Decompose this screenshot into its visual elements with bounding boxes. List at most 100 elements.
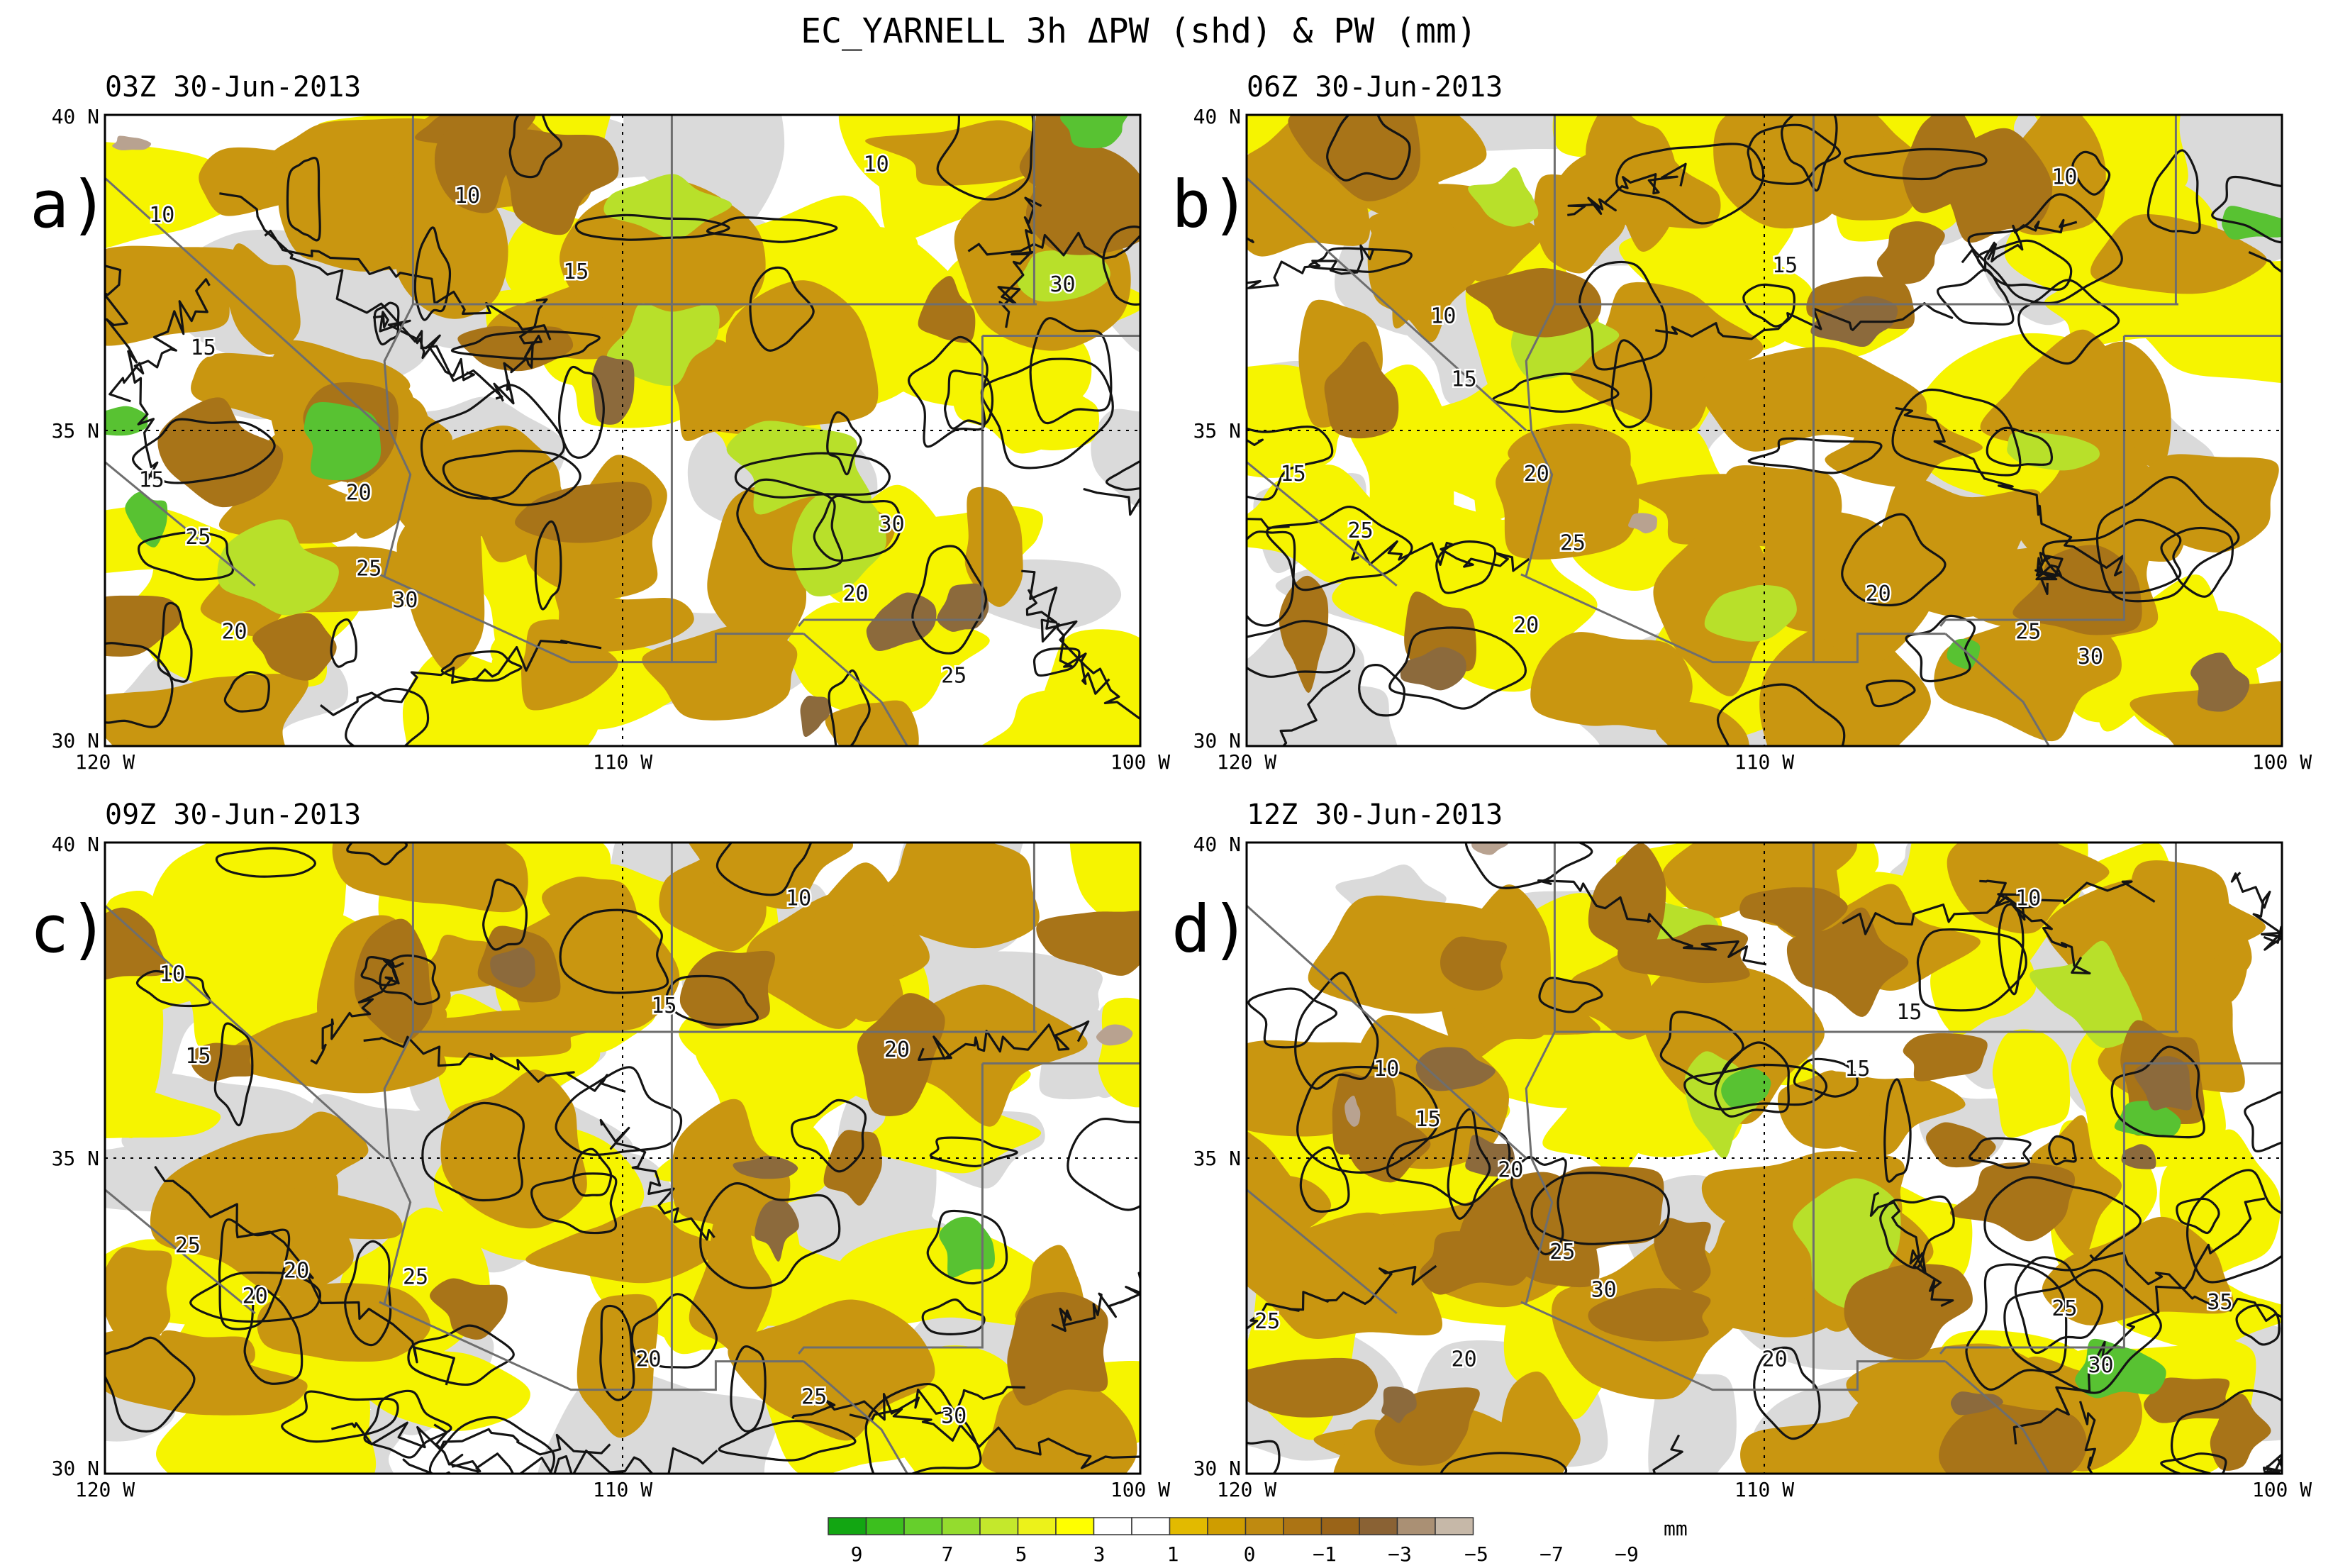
pw-contour: [791, 1386, 1025, 1421]
contour-label: 15: [185, 1044, 211, 1069]
lat-tick-label: 40 N: [1193, 833, 1241, 856]
pw-contour: [534, 520, 562, 611]
contour-label: 30: [1591, 1277, 1617, 1302]
pw-contour: [1351, 540, 1530, 572]
lat-tick-label: 35 N: [52, 419, 99, 443]
pw-contour: [1714, 1041, 1790, 1118]
pw-contour: [1299, 1146, 1350, 1213]
shading-blob: [434, 119, 525, 213]
pw-contour: [665, 974, 759, 1026]
contour-label: 10: [2051, 165, 2077, 190]
state-border: [803, 633, 908, 746]
colorbar-boxes: [828, 1517, 1474, 1535]
pw-contour: [105, 642, 174, 728]
contour-label: 25: [175, 1233, 201, 1258]
pw-contour: [413, 226, 452, 321]
shading-blob: [1420, 1231, 1531, 1295]
shading-blob: [1810, 296, 1898, 347]
contour-label: 25: [2051, 1296, 2077, 1321]
pw-contour: [154, 1165, 455, 1386]
map-area: 10 15 10 15 20 15 25 25 20 20 25 30: [1245, 113, 2283, 747]
pw-contour: [1025, 589, 1110, 695]
shading-blob: [105, 1086, 221, 1139]
shading-blob: [1091, 408, 1140, 508]
contour-label: 25: [1560, 531, 1586, 556]
pw-contour: [1883, 1078, 1912, 1183]
pw-contour: [1781, 115, 1838, 192]
pw-contour: [1891, 388, 2022, 477]
shading-blob: [1542, 1052, 1676, 1176]
pw-contour: [2071, 150, 2111, 196]
shading-blob: [1247, 1130, 1303, 1269]
contour-label: 30: [1049, 272, 1075, 297]
shading-blob: [2190, 652, 2250, 712]
shading-blob: [1012, 1386, 1137, 1474]
pw-contour: [264, 230, 552, 340]
shading-blob: [1530, 632, 1693, 730]
pw-contour: [2263, 1452, 2282, 1474]
shading-blob: [515, 482, 652, 543]
contour-label: 15: [1844, 1057, 1870, 1082]
state-border: [105, 177, 386, 432]
pw-contour: [1388, 626, 1527, 710]
shading-blob: [1288, 115, 1421, 201]
pw-contour: [420, 384, 566, 500]
contour-label: 20: [1866, 582, 1891, 606]
lat-tick-label: 35 N: [1193, 419, 1241, 443]
pw-contour: [1842, 880, 2156, 935]
shading-blob: [105, 1247, 172, 1345]
pw-contour: [730, 1345, 767, 1433]
state-border: [105, 904, 386, 1160]
map-frame: [1245, 113, 2283, 747]
shading-blob: [689, 1186, 772, 1355]
shading-blob: [190, 1042, 254, 1082]
shading-blob: [440, 1069, 587, 1229]
pw-contour: [2012, 1197, 2266, 1445]
contour-label: 10: [786, 886, 811, 911]
shading-blob: [1415, 1047, 1496, 1091]
lon-tick-label: 110 W: [1735, 1478, 1794, 1501]
pw-contour: [1083, 487, 1140, 516]
contour-label: 10: [149, 203, 174, 228]
pw-contour: [736, 478, 844, 571]
figure-title: EC_YARNELL 3h ΔPW (shd) & PW (mm): [801, 11, 1477, 51]
shading-blob: [542, 877, 637, 963]
contour-label: 35: [2207, 1290, 2232, 1315]
state-border: [105, 461, 256, 587]
colorbar-box: [1283, 1517, 1323, 1535]
state-borders: [105, 115, 1140, 746]
contour-label: 15: [1415, 1107, 1440, 1132]
colorbar-tick-label: −7: [1539, 1542, 1564, 1566]
pw-contour: [330, 1421, 611, 1456]
shading-blob: [1465, 268, 1602, 338]
shading-blob: [1098, 997, 1140, 1108]
pw-contour: [1979, 879, 2091, 974]
shading-blob: [2012, 545, 2142, 635]
panel-letter: c): [30, 891, 108, 967]
pw-contour: [1247, 244, 1374, 289]
pw-contour: [1358, 664, 1405, 717]
map-frame: [1245, 841, 2283, 1475]
pw-contour: [1716, 683, 1846, 746]
lat-tick-label: 30 N: [52, 729, 99, 752]
lat-tick-label: 30 N: [1193, 729, 1241, 752]
contour-label: 20: [884, 1038, 910, 1062]
pw-contour: [2034, 552, 2064, 595]
pw-contour: [1937, 268, 2015, 326]
pw-contours: [105, 843, 1140, 1474]
pw-contour: [135, 969, 211, 1008]
shading-blob: [1471, 843, 1509, 855]
state-border: [379, 1301, 804, 1391]
contour-label: 10: [455, 184, 480, 208]
shading-blob: [217, 519, 339, 616]
colorbar-box: [1131, 1517, 1171, 1535]
pw-contour: [1983, 1176, 2142, 1272]
pw-contour: [310, 959, 404, 1064]
shading-blob: [603, 174, 732, 240]
contour-label: 25: [2015, 619, 2041, 644]
shading-blob: [725, 280, 879, 430]
pw-contour: [2160, 1452, 2227, 1474]
shading-blob: [707, 484, 820, 650]
shading-blob: [490, 947, 536, 988]
shading-blob: [1096, 1024, 1133, 1046]
